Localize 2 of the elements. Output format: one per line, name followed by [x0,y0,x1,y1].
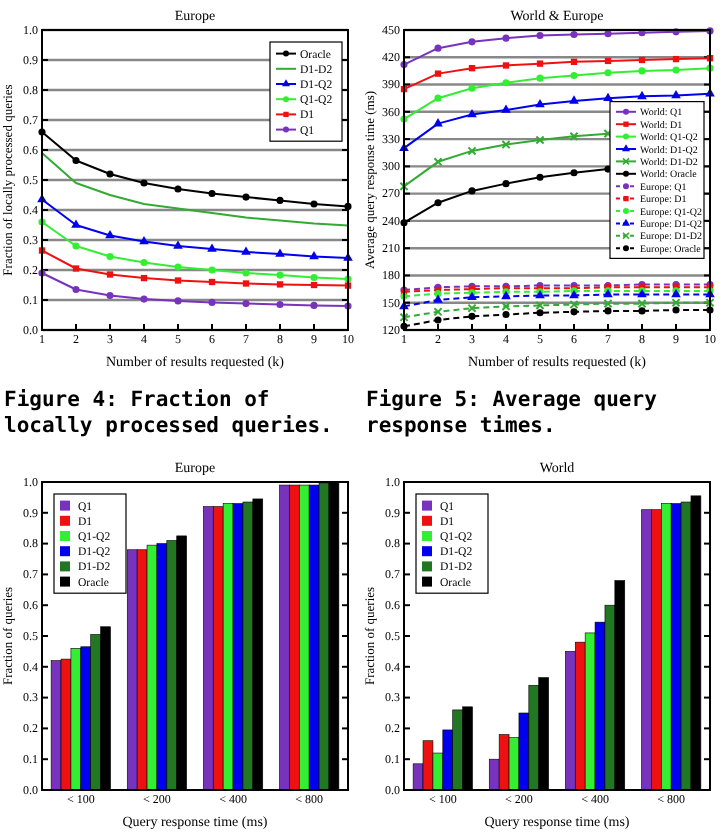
caption: Figure 4: Fraction of locally processed queries. [4,388,335,440]
caption: Figure 5: Average query response times. [366,388,659,440]
